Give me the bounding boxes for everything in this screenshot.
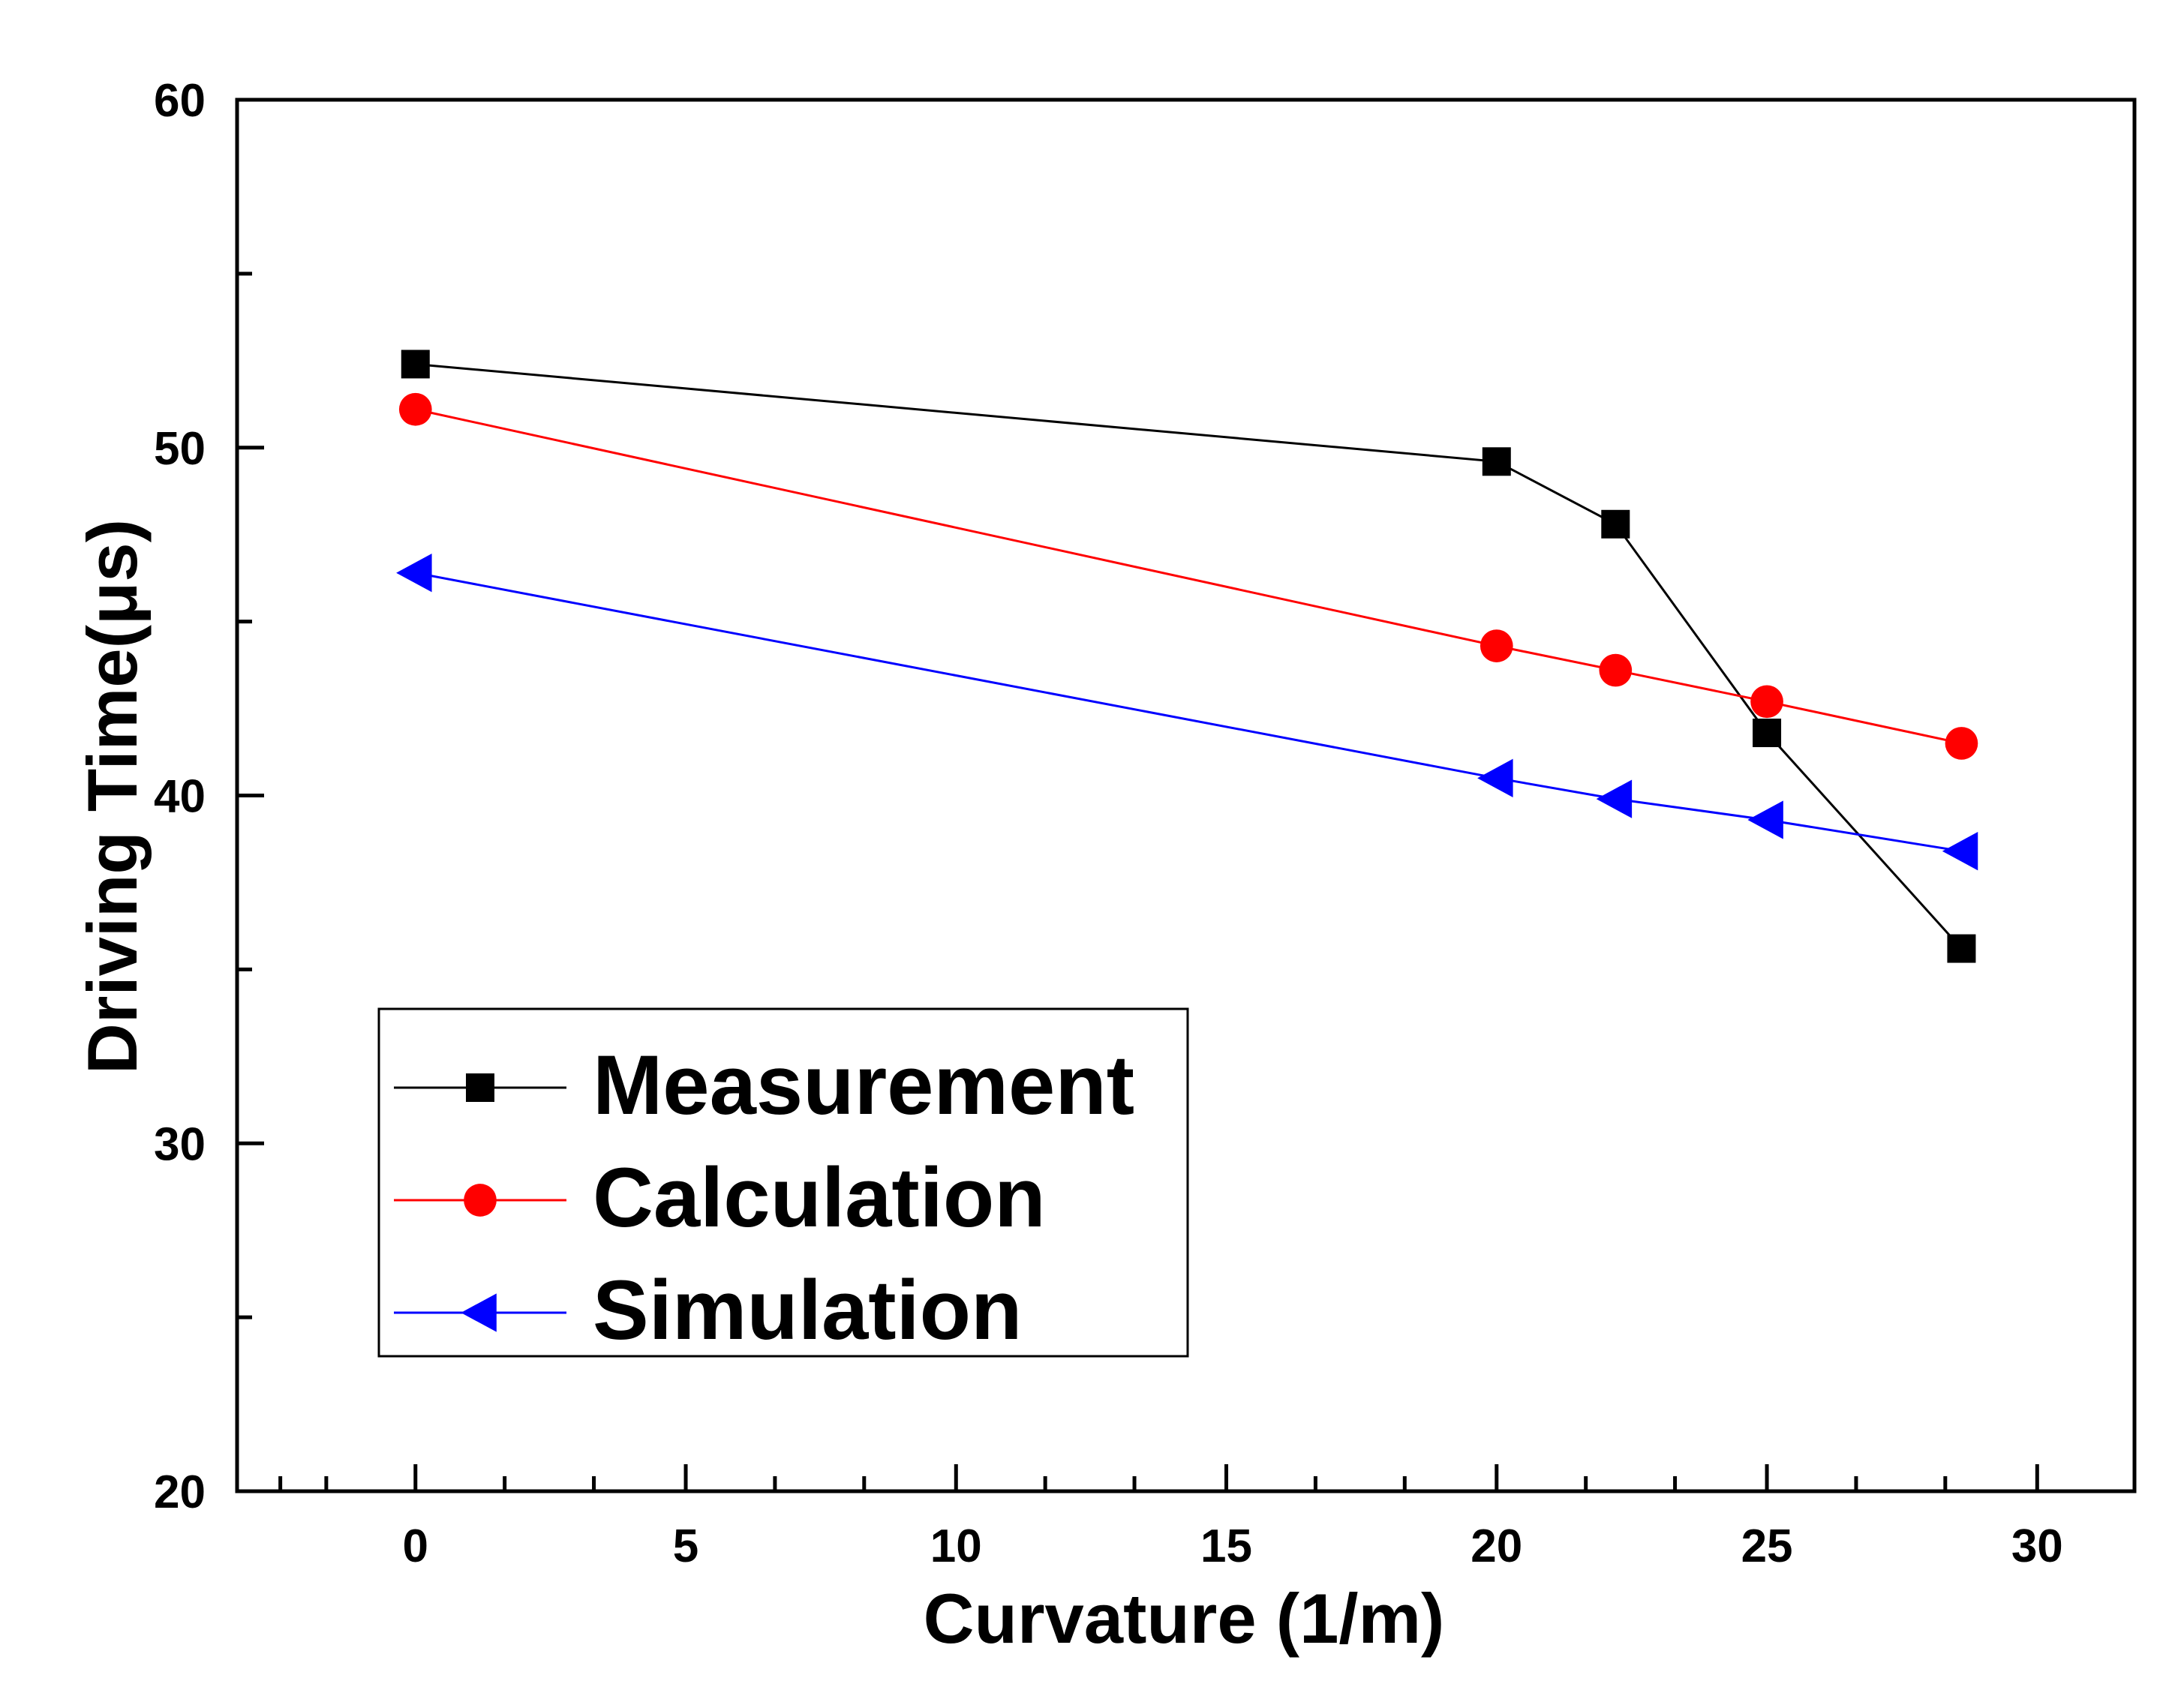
- legend: Measurement Calculation Simulation: [377, 1007, 1189, 1358]
- y-tick-label: 30: [154, 1118, 206, 1170]
- point-calculation: [398, 392, 432, 426]
- line-simulation: [415, 572, 1962, 853]
- legend-marker-measurement: [466, 1073, 494, 1102]
- y-tick-label: 50: [154, 423, 206, 475]
- x-tick-label: 15: [1200, 1520, 1252, 1572]
- point-measurement: [1753, 719, 1782, 748]
- point-measurement: [1947, 934, 1976, 963]
- point-calculation: [1945, 727, 1978, 760]
- x-tick-label: 10: [930, 1520, 982, 1572]
- point-simulation: [1747, 800, 1783, 839]
- y-axis-title: Driving Time(μs): [73, 519, 152, 1074]
- point-simulation: [1477, 758, 1513, 797]
- point-simulation: [1942, 832, 1978, 871]
- point-simulation: [1596, 779, 1633, 818]
- y-tick-label: 40: [154, 771, 206, 823]
- x-tick-label: 30: [2011, 1520, 2063, 1572]
- series-calculation: [398, 392, 1978, 760]
- point-calculation: [1480, 629, 1513, 662]
- point-calculation: [1750, 685, 1783, 719]
- x-tick-label: 20: [1471, 1520, 1522, 1572]
- series-layer: [396, 350, 1978, 963]
- point-measurement: [1601, 509, 1630, 539]
- legend-label-calculation: Calculation: [593, 1151, 1046, 1244]
- legend-marker-calculation: [464, 1184, 497, 1217]
- point-measurement: [401, 350, 430, 379]
- x-tick-label: 0: [403, 1520, 428, 1572]
- point-measurement: [1482, 447, 1511, 476]
- point-simulation: [396, 554, 432, 593]
- legend-box: [377, 1007, 1189, 1358]
- series-simulation: [396, 554, 1978, 871]
- x-tick-label: 5: [673, 1520, 698, 1572]
- point-calculation: [1599, 653, 1633, 687]
- series-measurement: [401, 350, 1976, 963]
- legend-label-measurement: Measurement: [593, 1038, 1134, 1132]
- legend-label-simulation: Simulation: [593, 1263, 1022, 1357]
- y-tick-label: 20: [154, 1466, 206, 1518]
- x-axis-title: Curvature (1/m): [924, 1579, 1445, 1658]
- line-calculation: [415, 408, 1962, 745]
- line-measurement: [415, 362, 1963, 950]
- x-tick-label: 25: [1741, 1520, 1793, 1572]
- axes: 0 5 10 15 20 25 30 20 30 40 50 60: [154, 75, 2137, 1572]
- legend-marker-simulation: [461, 1293, 497, 1332]
- y-tick-label: 60: [154, 75, 206, 127]
